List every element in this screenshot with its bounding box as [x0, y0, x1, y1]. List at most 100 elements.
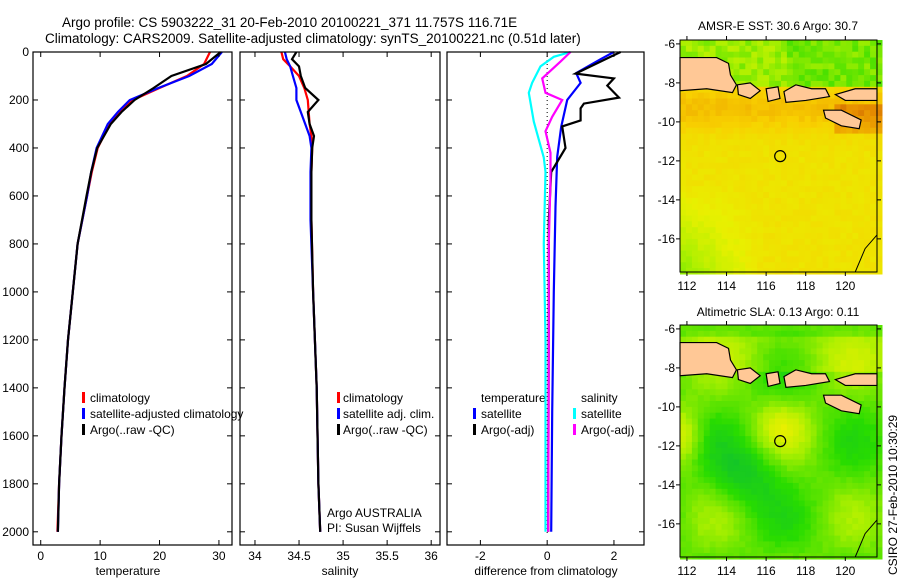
map-cell: [798, 139, 806, 146]
map-cell: [739, 98, 746, 105]
map-cell: [763, 342, 770, 349]
map-cell: [769, 506, 776, 513]
map-cell: [781, 412, 788, 420]
map-cell: [709, 330, 717, 338]
map-cell: [685, 424, 693, 431]
map-cell: [864, 430, 871, 437]
map-cell: [852, 500, 859, 507]
map-cell: [804, 110, 812, 117]
map-cell: [757, 233, 764, 240]
map-cell: [680, 494, 687, 501]
map-cell: [822, 40, 830, 47]
map-cell: [697, 401, 705, 408]
map-cell: [786, 412, 794, 420]
map-cell: [792, 145, 800, 152]
map-cell: [775, 430, 782, 437]
map-cell: [846, 45, 853, 53]
map-cell: [739, 203, 746, 211]
map-cell: [786, 63, 794, 70]
map-cell: [864, 51, 871, 59]
map-cell: [757, 447, 764, 455]
map-cell: [745, 69, 752, 76]
map-cell: [816, 227, 824, 234]
map-cell: [733, 262, 740, 269]
map-cell: [870, 383, 877, 390]
map-cell: [828, 63, 835, 70]
map-cell: [715, 262, 723, 269]
map-cell: [834, 465, 841, 472]
map-cell: [864, 227, 871, 234]
map-cell: [822, 453, 830, 461]
map-cell: [703, 157, 711, 164]
map-cell: [781, 389, 788, 396]
map-cell: [834, 133, 841, 140]
map-cell: [846, 98, 853, 105]
map-cell: [691, 465, 699, 472]
map-cell: [769, 215, 776, 222]
map-cell: [751, 139, 758, 146]
map-cell: [769, 127, 776, 135]
lon-tick-label: 116: [757, 564, 776, 578]
map-cell: [733, 186, 740, 193]
map-cell: [828, 342, 835, 349]
legend-swatch: [82, 392, 85, 403]
map-cell: [775, 418, 782, 425]
map-cell: [727, 133, 734, 140]
map-cell: [680, 330, 687, 338]
map-cell: [792, 529, 800, 537]
map-cell: [828, 127, 835, 135]
map-cell: [804, 512, 812, 519]
map-cell: [792, 442, 800, 449]
map-cell: [804, 401, 812, 408]
map-cell: [751, 75, 758, 82]
map-cell: [733, 477, 740, 484]
map-cell: [769, 75, 776, 82]
map-cell: [721, 553, 729, 560]
map-cell: [822, 180, 830, 187]
map-cell: [775, 174, 782, 181]
map-cell: [697, 86, 705, 94]
map-cell: [733, 325, 740, 332]
map-cell: [775, 215, 782, 222]
map-cell: [757, 121, 764, 129]
map-cell: [852, 139, 859, 146]
map-cell: [822, 162, 830, 170]
map-cell: [834, 215, 841, 222]
map-cell: [810, 523, 818, 531]
map-cell: [721, 465, 729, 472]
map-cell: [757, 197, 764, 205]
map-cell: [858, 477, 865, 484]
map-cell: [846, 69, 853, 76]
map-cell: [786, 494, 794, 501]
map-cell: [721, 395, 729, 402]
map-cell: [846, 342, 853, 349]
map-cell: [822, 197, 830, 205]
legend-swatch: [573, 408, 576, 419]
map-cell: [691, 215, 699, 222]
legend-swatch: [82, 424, 85, 435]
map-cell: [840, 553, 847, 560]
map-cell: [876, 383, 883, 390]
map-cell: [798, 250, 806, 257]
map-cell: [709, 465, 717, 472]
map-cell: [852, 442, 859, 449]
map-cell: [691, 325, 699, 332]
map-cell: [816, 529, 824, 537]
map-cell: [822, 244, 830, 252]
land-mass: [736, 82, 762, 100]
map-cell: [703, 238, 711, 246]
map-cell: [745, 418, 752, 425]
y-tick-label: 0: [22, 45, 29, 59]
map-cell: [822, 365, 830, 373]
map-cell: [721, 162, 729, 170]
map-cell: [834, 325, 841, 332]
map-cell: [709, 268, 717, 275]
map-cell: [864, 330, 871, 338]
map-cell: [810, 244, 818, 252]
map-cell: [685, 535, 693, 542]
map-cell: [745, 256, 752, 263]
map-cell: [680, 465, 687, 472]
map-cell: [697, 482, 705, 490]
map-cell: [739, 453, 746, 461]
map-cell: [852, 365, 859, 373]
